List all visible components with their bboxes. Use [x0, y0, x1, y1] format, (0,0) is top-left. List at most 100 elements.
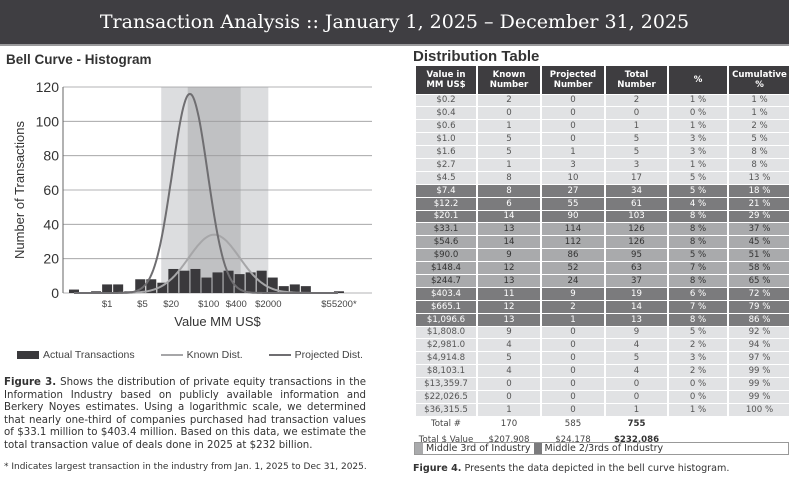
- histogram-bar: [245, 272, 256, 293]
- table-row: $0.2 2 0 2 1 % 1 %: [414, 93, 789, 107]
- x-tick-label: $5: [137, 299, 148, 310]
- column-header: Value in MM US$: [414, 66, 477, 94]
- table-cell: $36,315.5: [414, 402, 477, 417]
- table-cell: 86: [540, 248, 605, 262]
- table-cell: $665.1: [414, 299, 477, 314]
- total-count-projected: 585: [541, 416, 605, 433]
- table-row: $0.6 1 0 1 1 % 2 %: [414, 119, 789, 133]
- chart-legend: Actual Transactions Known Dist. Projecte…: [17, 349, 363, 361]
- empty-cell: [728, 432, 789, 449]
- table-cell: 51 %: [727, 248, 789, 262]
- caption-label: Figure 4.: [413, 463, 462, 474]
- y-tick-label: 100: [36, 113, 60, 129]
- table-cell: 1 %: [667, 157, 728, 172]
- table-cell: 9: [604, 325, 668, 339]
- table-cell: 5: [604, 351, 668, 365]
- table-cell: 126: [604, 235, 668, 249]
- table-cell: 5: [604, 145, 668, 159]
- table-cell: $20.1: [414, 209, 477, 223]
- histogram-bar: [333, 291, 344, 293]
- table-cell: $0.2: [414, 93, 477, 107]
- table-cell: 5 %: [667, 325, 728, 339]
- table-row: $33.1 13 114 126 8 % 37 %: [414, 222, 789, 236]
- table-cell: 8 %: [727, 157, 789, 172]
- table-cell: 8 %: [667, 209, 728, 223]
- table-cell: 2: [540, 299, 605, 314]
- table-cell: 86 %: [727, 312, 789, 327]
- table-cell: 112: [540, 235, 605, 249]
- histogram-bar: [113, 284, 124, 293]
- middle-third-label: Middle 3rd of Industry: [426, 443, 531, 454]
- table-cell: 1: [476, 119, 541, 133]
- table-cell: 0: [540, 338, 605, 352]
- table-cell: $22,026.5: [414, 389, 477, 404]
- table-cell: 6: [476, 196, 541, 211]
- table-cell: 29 %: [727, 209, 789, 223]
- y-tick-label: 0: [51, 285, 59, 301]
- empty-cell: [728, 416, 789, 433]
- table-cell: 1 %: [727, 93, 789, 107]
- y-tick-label: 80: [43, 148, 59, 164]
- column-header: Total Number: [604, 66, 668, 94]
- table-cell: 100 %: [727, 402, 789, 417]
- total-value-known: $207,908: [477, 432, 541, 449]
- band-legend: Middle 3rd of Industry Middle 2/3rds of …: [414, 442, 789, 455]
- table-cell: $2.7: [414, 157, 477, 172]
- total-value-total: $232,086: [605, 432, 668, 449]
- middle-third-swatch: [415, 443, 423, 454]
- table-cell: 0: [476, 377, 541, 391]
- total-count-known: 170: [477, 416, 541, 433]
- projected-dist-curve: [74, 92, 338, 294]
- table-cell: 5: [604, 132, 668, 146]
- table-cell: 1: [476, 402, 541, 417]
- table-cell: 4: [476, 364, 541, 378]
- column-header: Projected Number: [540, 66, 605, 94]
- table-cell: $4,914.8: [414, 351, 477, 365]
- table-cell: 92 %: [727, 325, 789, 339]
- table-cell: 12: [476, 261, 541, 275]
- table-cell: 1: [540, 145, 605, 159]
- table-cell: 8 %: [667, 222, 728, 236]
- table-row: $22,026.5 0 0 0 0 % 99 %: [414, 389, 789, 404]
- table-cell: 3: [604, 157, 668, 172]
- table-cell: 61: [604, 196, 668, 211]
- histogram-bar: [190, 268, 201, 293]
- table-cell: 1 %: [667, 119, 728, 133]
- legend-actual: Actual Transactions: [43, 349, 135, 361]
- table-cell: $2,981.0: [414, 338, 477, 352]
- table-cell: 2 %: [727, 119, 789, 133]
- legend-known-swatch: [160, 354, 183, 356]
- histogram-bar: [157, 282, 168, 293]
- table-cell: 18 %: [727, 183, 789, 198]
- table-cell: 4: [604, 338, 668, 352]
- table-cell: 10: [540, 170, 605, 185]
- histogram-bar: [201, 277, 212, 293]
- table-row: $20.1 14 90 103 8 % 29 %: [414, 209, 789, 223]
- table-cell: $244.7: [414, 273, 477, 288]
- table-row: $7.4 8 27 34 5 % 18 %: [414, 183, 789, 198]
- table-cell: 34: [604, 183, 668, 198]
- table-cell: 63: [604, 261, 668, 275]
- table-row: $4.5 8 10 17 5 % 13 %: [414, 170, 789, 185]
- y-tick-label: 120: [36, 79, 60, 95]
- table-row: $665.1 12 2 14 7 % 79 %: [414, 299, 789, 314]
- x-tick-label: $2000: [255, 299, 281, 310]
- table-row: $0.4 0 0 0 0 % 1 %: [414, 106, 789, 120]
- caption-label: Figure 3.: [4, 377, 57, 388]
- table-cell: $33.1: [414, 222, 477, 236]
- table-row: $1,808.0 9 0 9 5 % 92 %: [414, 325, 789, 339]
- table-cell: 0: [604, 377, 668, 391]
- table-cell: 8 %: [727, 145, 789, 159]
- table-cell: 13 %: [727, 170, 789, 185]
- table-cell: 27: [540, 183, 605, 198]
- table-row: $12.2 6 55 61 4 % 21 %: [414, 196, 789, 211]
- table-row: $8,103.1 4 0 4 2 % 99 %: [414, 364, 789, 378]
- table-row: $13,359.7 0 0 0 0 % 99 %: [414, 377, 789, 391]
- table-cell: 0 %: [667, 106, 728, 120]
- table-cell: 0: [540, 325, 605, 339]
- table-cell: 1: [604, 119, 668, 133]
- histogram-bar: [69, 289, 79, 293]
- x-tick-label: $20: [163, 299, 179, 310]
- total-value-row: Total $ Value $207,908 $24,178 $232,086: [415, 432, 789, 449]
- table-cell: 24: [540, 273, 605, 288]
